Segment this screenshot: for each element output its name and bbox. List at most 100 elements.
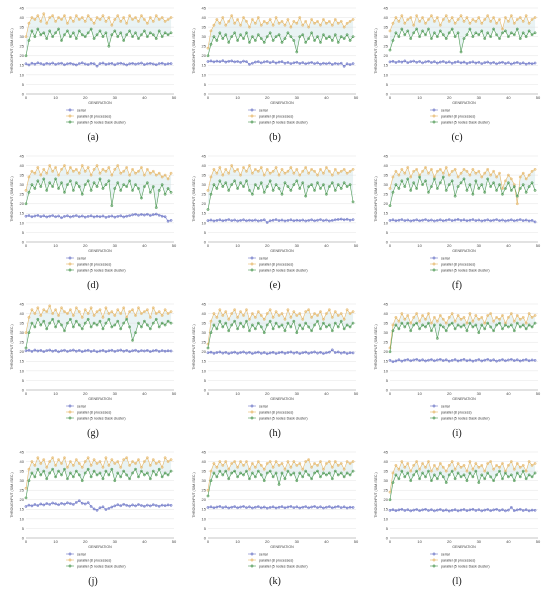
series-line-2 (207, 470, 354, 497)
data-point (307, 185, 311, 188)
data-point (221, 314, 225, 317)
y-tick-label: 10 (202, 516, 207, 521)
data-point (107, 312, 111, 315)
x-tick-label: 30 (477, 243, 482, 248)
data-point (86, 179, 90, 183)
data-point (128, 173, 131, 177)
data-point (313, 62, 316, 66)
data-point (89, 173, 93, 177)
data-point (131, 503, 134, 507)
data-point (221, 219, 225, 223)
data-point (489, 185, 493, 188)
data-point (477, 481, 481, 484)
data-point (151, 213, 155, 217)
data-point (63, 63, 66, 67)
data-point (166, 62, 170, 66)
data-point (160, 321, 164, 325)
y-tick-label: 0 (386, 535, 389, 540)
data-point (409, 175, 413, 179)
data-point (507, 475, 510, 479)
data-point (113, 462, 117, 465)
data-point (424, 465, 427, 469)
data-point (298, 471, 302, 475)
data-point (57, 503, 60, 507)
data-point (42, 458, 46, 462)
data-point (427, 460, 430, 463)
data-point (394, 359, 398, 363)
chart-panel-l: 0 5 10 15 20 25 30 35 40 45 0 10 20 30 40 50 GENERATION T… (372, 446, 542, 592)
data-point (298, 62, 302, 65)
data-point (489, 325, 493, 329)
panel-caption: (b) (269, 132, 281, 143)
data-point (456, 185, 460, 188)
data-point (110, 325, 114, 329)
data-point (301, 351, 305, 355)
data-point (518, 187, 522, 190)
data-point (283, 351, 287, 355)
data-point (435, 467, 439, 471)
legend-label: parallel (8 processes) (259, 262, 293, 266)
data-point (256, 169, 260, 173)
data-point (57, 187, 60, 190)
data-point (325, 473, 328, 477)
data-point (51, 185, 55, 188)
legend-label: serial (259, 552, 268, 556)
legend-marker (432, 404, 436, 408)
data-point (433, 315, 436, 319)
data-point (224, 310, 228, 314)
data-point (104, 31, 108, 35)
x-tick-label: 50 (354, 243, 359, 248)
legend-marker (250, 120, 254, 124)
legend-label: parallel (5 nodes Dask cluster) (441, 268, 490, 272)
data-point (128, 14, 131, 18)
data-point (447, 183, 451, 187)
data-point (239, 460, 242, 463)
y-axis-label: THROUGHPUT (SIM./SEC.) (192, 176, 196, 221)
data-point (509, 177, 513, 181)
data-point (74, 306, 78, 310)
data-point (400, 460, 404, 463)
data-point (71, 31, 75, 35)
data-point (221, 59, 225, 63)
y-tick-label: 0 (204, 239, 207, 244)
data-point (530, 169, 534, 173)
data-point (450, 321, 454, 325)
legend-label: serial (77, 552, 86, 556)
data-point (301, 169, 305, 173)
data-point (71, 19, 75, 23)
y-tick-label: 15 (384, 507, 389, 512)
data-point (107, 463, 111, 467)
data-point (498, 18, 501, 21)
data-point (83, 502, 87, 506)
data-point (435, 187, 439, 190)
data-point (92, 349, 96, 353)
x-tick-label: 50 (354, 391, 359, 396)
data-point (336, 171, 340, 175)
legend-label: parallel (8 processes) (441, 558, 475, 562)
data-point (453, 218, 457, 222)
y-tick-label: 5 (22, 526, 25, 531)
data-point (527, 473, 531, 477)
data-point (283, 477, 287, 481)
throughput-band (26, 165, 172, 208)
data-point (122, 469, 126, 473)
data-point (530, 62, 534, 66)
data-point (166, 219, 170, 223)
data-point (388, 204, 392, 208)
throughput-band (26, 457, 172, 498)
y-tick-label: 10 (202, 72, 207, 77)
data-point (418, 35, 421, 39)
data-point (148, 31, 152, 35)
data-point (66, 321, 69, 325)
data-point (54, 177, 57, 181)
data-point (259, 351, 263, 355)
legend-label: serial (77, 256, 86, 260)
data-point (83, 169, 87, 173)
data-point (325, 21, 328, 25)
data-point (45, 477, 49, 481)
data-point (215, 187, 219, 190)
y-tick-label: 0 (22, 91, 25, 96)
data-point (507, 358, 510, 362)
data-point (409, 329, 413, 333)
